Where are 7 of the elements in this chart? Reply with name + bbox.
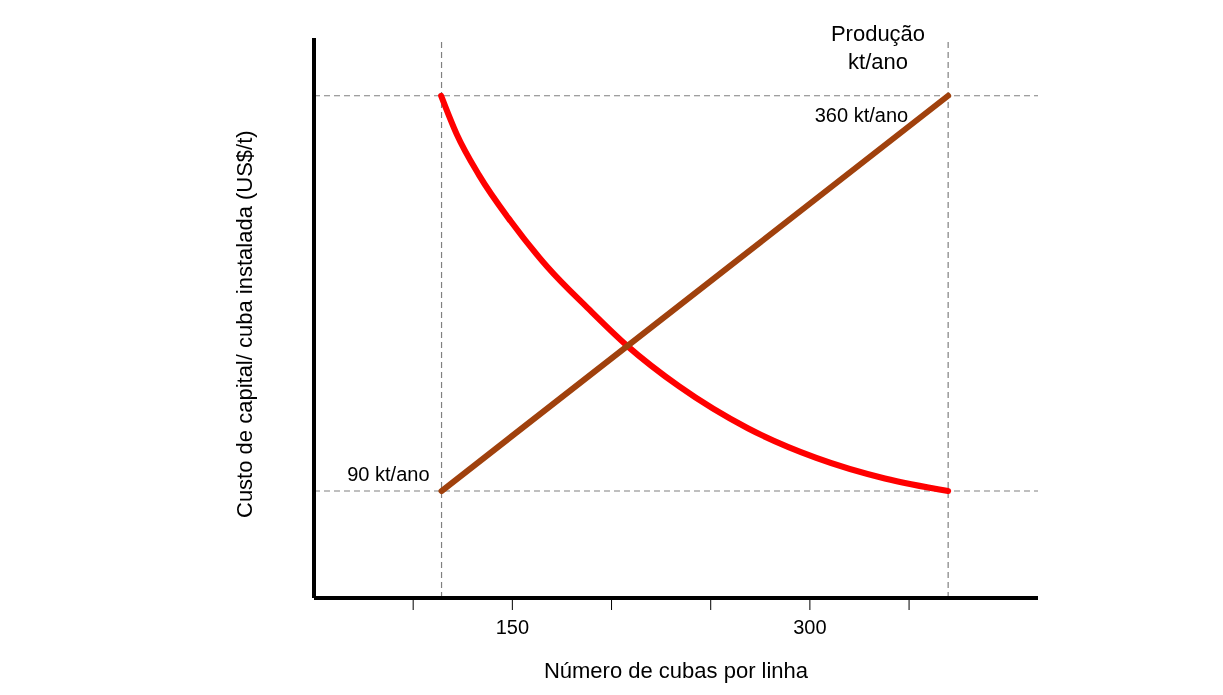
annotation: 360 kt/ano (814, 103, 909, 126)
x-tick-label: 150 (495, 616, 530, 639)
y-axis-title: Custo de capital/ cuba instalada (US$/t) (231, 130, 257, 518)
x-tick-label: 300 (793, 616, 827, 639)
x-axis-title: Número de cubas por linha (543, 658, 809, 683)
text: Produção kt/ano (829, 20, 927, 76)
annotation: 90 kt/ano (347, 463, 430, 486)
